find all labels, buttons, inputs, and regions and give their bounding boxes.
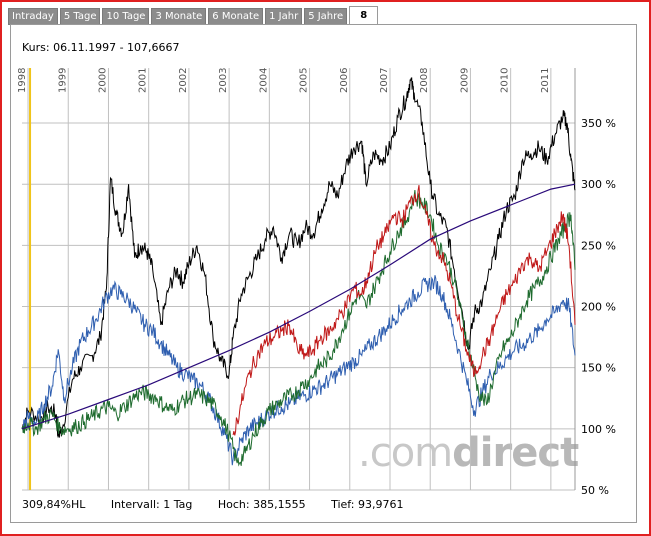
chart-panel <box>10 24 637 523</box>
x-tick-label: 2002 <box>178 68 189 93</box>
x-tick-label: 2003 <box>218 68 229 93</box>
interval-value: Intervall: 1 Tag <box>110 498 193 511</box>
x-tick-label: 2007 <box>379 68 390 93</box>
series-line-black <box>21 77 576 438</box>
y-tick-label: 150 % <box>581 362 616 375</box>
axis-labels: 50 % 100 % 150 % 200 % 250 % 300 % 350 % 1998 19… <box>17 68 616 497</box>
x-tick-label: 2008 <box>419 68 430 93</box>
x-tick-label: 1998 <box>17 68 28 93</box>
x-tick-label: 1999 <box>57 68 68 93</box>
change-value: 309,84%HL <box>22 498 86 511</box>
y-tick-label: 350 % <box>581 117 616 130</box>
low-value: Tief: 93,9761 <box>331 498 404 511</box>
y-tick-label: 100 % <box>581 423 616 436</box>
series-lines <box>21 77 576 467</box>
grid <box>22 68 576 491</box>
watermark-suffix: direct <box>452 430 579 476</box>
high-value: Hoch: 385,1555 <box>217 498 306 511</box>
period-tabs: Intraday 5 Tage 10 Tage 3 Monate 6 Monat… <box>8 6 379 26</box>
x-tick-label: 2004 <box>258 68 269 93</box>
x-tick-label: 2011 <box>540 68 551 93</box>
watermark-prefix: .com <box>358 430 453 476</box>
series-line-green <box>21 190 576 467</box>
x-tick-label: 2006 <box>339 68 350 93</box>
y-tick-label: 200 % <box>581 301 616 314</box>
x-tick-label: 2001 <box>138 68 149 93</box>
series-line-red <box>232 185 576 436</box>
x-tick-label: 2005 <box>299 68 310 93</box>
x-tick-label: 2009 <box>459 68 470 93</box>
series-line-trend <box>21 183 576 430</box>
chart-footer: 309,84%HL Intervall: 1 Tag Hoch: 385,155… <box>22 498 425 511</box>
y-tick-label: 300 % <box>581 178 616 191</box>
y-tick-label: 50 % <box>581 484 609 497</box>
comdirect-watermark: .comdirect <box>358 430 579 476</box>
x-tick-label: 2000 <box>97 68 108 93</box>
x-tick-label: 2010 <box>500 68 511 93</box>
y-tick-label: 250 % <box>581 239 616 252</box>
series-line-blue <box>21 275 576 466</box>
tab-max[interactable]: 8 <box>349 6 379 26</box>
price-info: Kurs: 06.11.1997 - 107,6667 <box>22 41 180 54</box>
